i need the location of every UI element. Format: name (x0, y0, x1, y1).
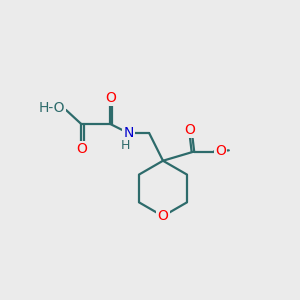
Text: O: O (105, 92, 116, 105)
Text: O: O (158, 209, 168, 223)
Text: H: H (121, 139, 130, 152)
Text: N: N (123, 126, 134, 140)
Text: H-O: H-O (38, 101, 65, 115)
Text: O: O (215, 144, 226, 158)
Text: O: O (77, 142, 88, 156)
Text: O: O (184, 123, 196, 136)
